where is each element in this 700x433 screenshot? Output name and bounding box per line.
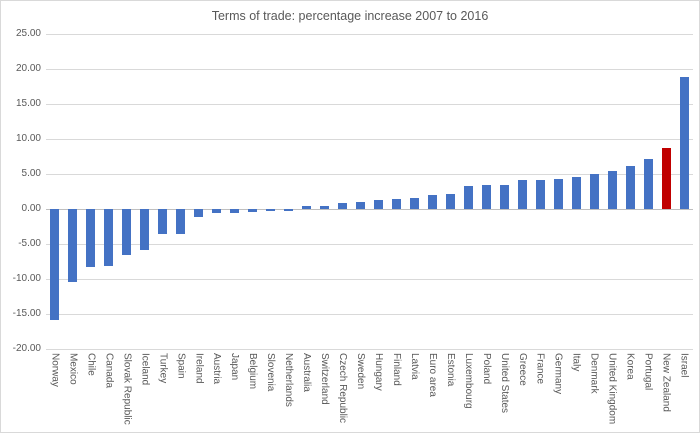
x-axis-label: Australia (301, 353, 313, 392)
bar-euro-area (427, 195, 437, 209)
x-axis-label: Japan (229, 353, 241, 381)
bar-sweden (356, 202, 365, 209)
bar-israel (679, 76, 689, 209)
gridline (46, 313, 693, 315)
x-axis-label: Norway (49, 353, 61, 387)
bar-portugal (643, 159, 653, 209)
x-axis-label: France (534, 353, 546, 385)
x-axis-label: Poland (480, 353, 492, 385)
gridline (46, 173, 693, 175)
x-axis-label: Slovenia (265, 353, 277, 392)
x-axis-label: United Kingdom (606, 353, 618, 425)
bar-finland (391, 199, 401, 209)
y-axis-tick-label: -10.00 (12, 273, 41, 284)
y-axis-tick-label: 20.00 (15, 63, 41, 74)
x-axis-label: Austria (211, 353, 223, 385)
bar-poland (481, 185, 491, 209)
bar-belgium (248, 209, 258, 212)
x-axis: Norway Mexico Chile Canada Slovak Republic Ic… (46, 353, 693, 431)
bar-switzerland (320, 205, 330, 209)
plot-area (46, 33, 693, 350)
bar-norway (50, 209, 60, 321)
y-axis-tick-label: -20.00 (12, 343, 41, 354)
gridline (46, 348, 693, 350)
x-axis-label: Korea (624, 353, 636, 380)
x-axis-label: Switzerland (319, 353, 331, 405)
y-axis-tick-label: -15.00 (12, 308, 41, 319)
chart-title: Terms of trade: percentage increase 2007… (211, 9, 489, 23)
x-axis-label: New Zealand (660, 353, 672, 412)
gridline (46, 138, 693, 140)
x-axis-label: Ireland (193, 353, 205, 384)
bar-slovak-republic (122, 209, 132, 255)
x-axis-label: Denmark (588, 353, 600, 394)
y-axis-tick-label: 10.00 (15, 133, 41, 144)
bar-italy (571, 176, 581, 209)
bar-denmark (589, 174, 599, 209)
gridline (46, 33, 693, 35)
x-axis-label: Chile (85, 353, 97, 376)
y-axis-tick-label: 15.00 (15, 98, 41, 109)
x-axis-label: Mexico (67, 353, 79, 385)
bar-estonia (445, 194, 455, 209)
x-axis-label: Luxembourg (462, 353, 474, 409)
y-axis-tick-label: 5.00 (21, 168, 41, 179)
gridline (46, 103, 693, 105)
x-axis-label: Sweden (355, 353, 366, 390)
bar-chile (86, 209, 96, 268)
x-axis-label: United States (498, 353, 510, 414)
bar-slovenia (266, 209, 276, 212)
x-axis-label: Spain (175, 353, 187, 379)
bar-new-zealand (661, 148, 671, 209)
x-axis-label: Slovak Republic (121, 353, 133, 425)
y-axis-tick-label: 0.00 (21, 203, 41, 214)
x-axis-label: Canada (103, 353, 115, 389)
x-axis-label: Estonia (444, 353, 456, 387)
bar-japan (230, 209, 240, 213)
y-axis-tick-label: 25.00 (15, 28, 41, 39)
bar-australia (302, 206, 312, 209)
x-axis-label: Greece (516, 353, 528, 386)
x-axis-label: Czech Republic (337, 353, 349, 424)
bar-netherlands (284, 209, 294, 212)
bar-latvia (409, 197, 419, 209)
x-axis-label: Iceland (139, 353, 151, 386)
x-axis-label: Hungary (372, 353, 384, 391)
bar-germany (553, 178, 563, 209)
bar-iceland (140, 209, 150, 251)
bar-luxembourg (463, 185, 473, 209)
x-axis-label: Israel (678, 353, 690, 378)
bar-czech-republic (338, 202, 348, 209)
bar-greece (517, 180, 527, 209)
bar-ireland (194, 209, 204, 217)
x-axis-label: Turkey (157, 353, 169, 384)
x-axis-label: Netherlands (283, 353, 295, 407)
x-axis-label: Germany (552, 353, 564, 395)
bar-france (535, 179, 545, 209)
bar-turkey (158, 209, 168, 235)
x-axis-label: Belgium (247, 353, 259, 390)
gridline (46, 278, 693, 280)
bar-mexico (68, 209, 78, 282)
gridline (46, 68, 693, 70)
x-axis-label: Portugal (642, 353, 654, 391)
bar-united-kingdom (607, 170, 617, 209)
bar-united-states (499, 184, 509, 209)
y-axis: 25.00 20.00 15.00 10.00 5.00 0.00 -5.00 -10.00 -… (1, 28, 41, 354)
x-axis-label: Italy (570, 353, 582, 372)
zero-axis-line (46, 208, 693, 210)
x-axis-label: Latvia (408, 353, 420, 380)
bar-hungary (373, 199, 383, 209)
bar-canada (104, 209, 114, 267)
bar-austria (212, 209, 222, 213)
x-axis-label: Finland (390, 353, 402, 386)
bar-korea (625, 166, 635, 209)
gridline (46, 243, 693, 245)
x-axis-label: Euro area (426, 353, 438, 397)
bar-spain (176, 209, 186, 234)
y-axis-tick-label: -5.00 (18, 238, 41, 249)
